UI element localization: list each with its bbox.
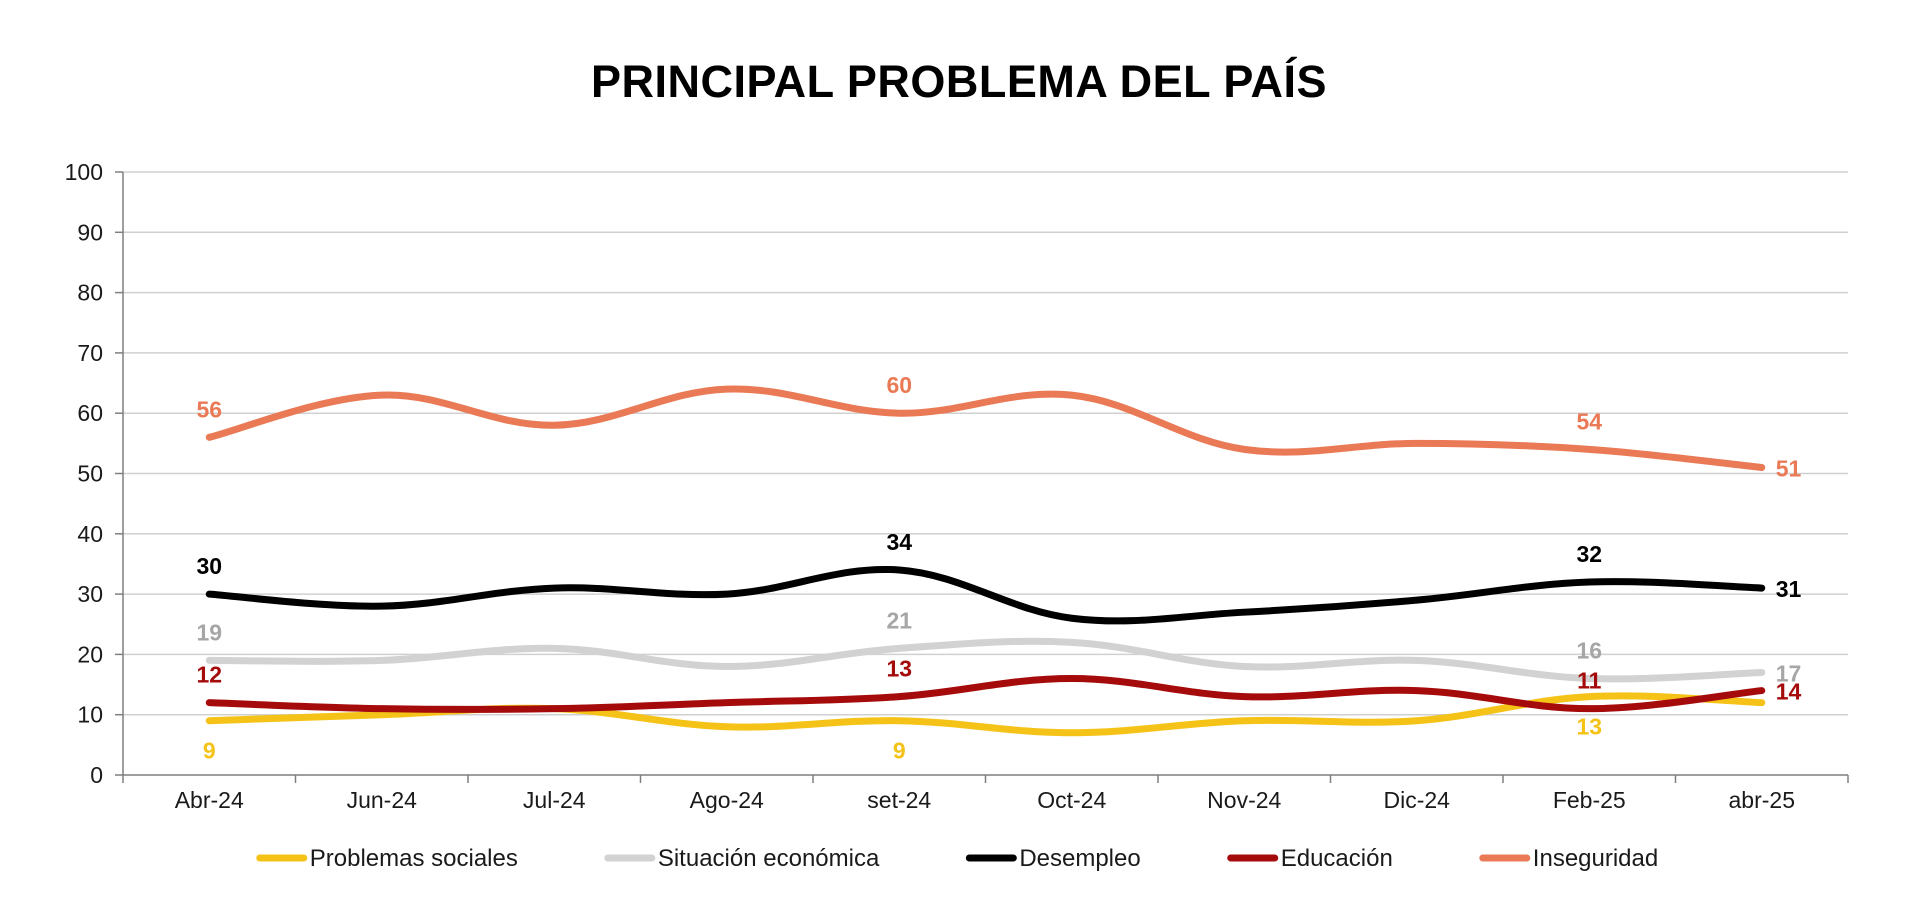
series-line-situacion-economica [205,637,1766,683]
y-tick-label: 100 [65,159,103,185]
y-tick-label: 60 [77,400,103,426]
data-label-situacion-economica: 21 [886,607,912,633]
x-tick-label: set-24 [867,787,931,813]
data-label-educacion: 11 [1577,668,1602,694]
data-label-inseguridad: 60 [886,372,912,398]
legend-label-educacion: Educación [1281,845,1393,872]
y-tick-label: 30 [77,581,103,607]
y-tick-label: 0 [90,762,103,788]
legend-label-problemas-sociales: Problemas sociales [310,845,518,872]
data-label-desempleo: 34 [886,529,912,555]
series-lines [205,385,1766,737]
data-label-educacion: 12 [196,662,222,688]
data-label-inseguridad: 54 [1576,408,1602,434]
data-label-problemas-sociales: 13 [1576,714,1602,740]
x-tick-label: Jun-24 [347,787,418,813]
x-tick-label: Oct-24 [1037,787,1106,813]
legend-label-situacion-economica: Situación económica [658,845,880,872]
x-tick-label: Feb-25 [1553,787,1626,813]
x-tick-label: Abr-24 [175,787,244,813]
data-label-educacion: 13 [886,656,912,682]
chart-title: PRINCIPAL PROBLEMA DEL PAÍS [590,56,1328,107]
data-label-desempleo: 32 [1576,541,1602,567]
x-tick-label: Jul-24 [523,787,586,813]
data-label-situacion-economica: 16 [1576,638,1602,664]
y-tick-label: 40 [77,521,103,547]
data-labels: 9 9 13 19 21 16 17 30 34 32 31 12 13 11 14 56 60 54 51 [196,372,1801,764]
data-label-educacion: 14 [1776,679,1802,705]
y-tick-label: 70 [77,340,103,366]
y-tick-label: 50 [77,461,103,487]
y-tick-label: 20 [77,641,103,667]
legend-label-inseguridad: Inseguridad [1533,845,1658,872]
data-label-problemas-sociales: 9 [203,738,216,764]
series-line-educacion [205,675,1766,713]
y-tick-label: 10 [77,702,103,728]
gridlines [123,171,1848,716]
series-line-desempleo [205,565,1766,625]
x-tick-label: Ago-24 [690,787,764,813]
data-label-inseguridad: 51 [1776,455,1802,481]
legend-label-desempleo: Desempleo [1019,845,1140,872]
y-tick-label: 80 [77,280,103,306]
legend: Problemas sociales Situación económica Des… [256,845,1658,872]
series-line-inseguridad [205,385,1766,471]
y-tick-label: 90 [77,219,103,245]
data-label-desempleo: 30 [196,553,222,579]
data-label-desempleo: 31 [1776,576,1802,602]
axes: 0 10 20 30 40 50 60 70 80 90 100 Abr-24 Jun-24 Jul-24… [65,159,1849,813]
data-label-situacion-economica: 17 [1776,660,1802,686]
x-tick-label: abr-25 [1729,787,1795,813]
data-label-situacion-economica: 19 [196,619,222,645]
x-tick-label: Nov-24 [1207,787,1281,813]
x-tick-label: Dic-24 [1384,787,1451,813]
data-label-inseguridad: 56 [196,396,222,422]
data-label-problemas-sociales: 9 [893,738,906,764]
